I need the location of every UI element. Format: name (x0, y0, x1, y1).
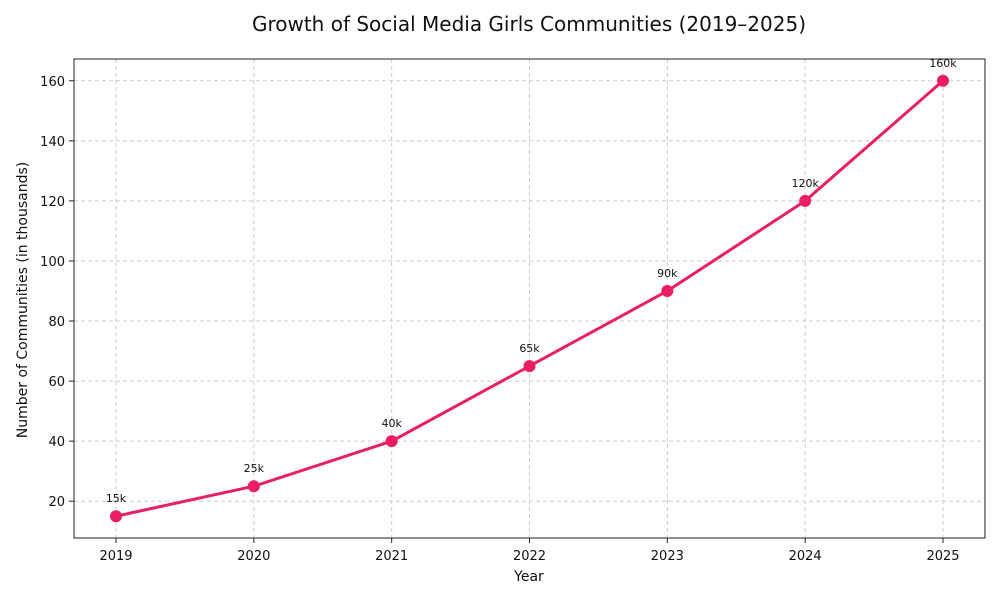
data-label: 40k (381, 417, 402, 430)
series-layer: 15k 25k 40k 65k 90k 120k 160k (106, 57, 957, 523)
x-tick-label: 2019 (99, 549, 132, 564)
data-point (799, 194, 812, 207)
x-axis-label: Year (513, 569, 544, 585)
data-label: 120k (791, 177, 819, 190)
y-tick-label: 60 (48, 375, 65, 390)
data-point (937, 74, 949, 87)
plot-frame (73, 58, 986, 539)
data-label: 25k (244, 462, 265, 475)
data-point (110, 510, 122, 523)
data-point (523, 360, 536, 373)
data-label: 65k (519, 342, 540, 355)
x-tick-label: 2024 (789, 549, 822, 564)
y-tick-label: 100 (40, 255, 65, 270)
data-label: 15k (106, 492, 127, 505)
y-tick-label: 40 (48, 435, 65, 450)
data-point (661, 284, 674, 297)
data-label: 90k (657, 267, 678, 280)
y-tick-label: 160 (40, 75, 65, 90)
data-point (247, 480, 260, 493)
data-point (385, 435, 398, 448)
x-tick-label: 2025 (926, 549, 959, 564)
y-tick-label: 140 (40, 135, 65, 150)
y-tick-label: 120 (40, 195, 65, 210)
chart-title: Growth of Social Media Girls Communities… (252, 12, 806, 36)
x-tick-label: 2022 (513, 549, 546, 564)
x-tick-label: 2021 (375, 549, 408, 564)
x-tick-label: 2023 (651, 549, 684, 564)
y-tick-label: 20 (48, 495, 65, 510)
grid-lines (74, 59, 985, 538)
y-tick-label: 80 (48, 315, 65, 330)
data-label: 160k (929, 57, 957, 70)
axes: 2019 2020 2021 2022 2023 2024 2025 20 40 60 80 100 1… (40, 58, 986, 564)
x-tick-label: 2020 (237, 549, 270, 564)
y-axis-label: Number of Communities (in thousands) (15, 162, 31, 439)
